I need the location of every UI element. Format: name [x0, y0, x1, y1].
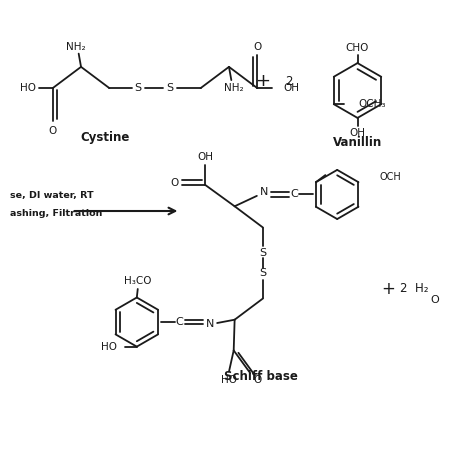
Text: S: S: [259, 247, 266, 257]
Text: H₃CO: H₃CO: [124, 276, 152, 286]
Text: S: S: [259, 268, 266, 278]
Text: O: O: [430, 295, 439, 305]
Text: OH: OH: [197, 152, 213, 162]
Text: O: O: [171, 178, 179, 188]
Text: +: +: [255, 72, 271, 90]
Text: Schiff base: Schiff base: [224, 370, 298, 383]
Text: Vanillin: Vanillin: [333, 136, 382, 149]
Text: OCH₃: OCH₃: [358, 99, 386, 109]
Text: OH: OH: [349, 128, 365, 138]
Text: N: N: [260, 187, 268, 197]
Text: se, DI water, RT: se, DI water, RT: [10, 191, 94, 201]
Text: NH₂: NH₂: [66, 42, 86, 52]
Text: OCH: OCH: [380, 172, 401, 182]
Text: Cystine: Cystine: [80, 131, 129, 144]
Text: CHO: CHO: [346, 43, 369, 53]
Text: HO: HO: [101, 342, 117, 352]
Text: ashing, Filtration: ashing, Filtration: [10, 209, 102, 218]
Text: C: C: [291, 190, 299, 200]
Text: HO: HO: [221, 375, 237, 385]
Text: O: O: [48, 126, 57, 136]
Text: NH₂: NH₂: [224, 83, 244, 93]
Text: OH: OH: [283, 83, 299, 93]
Text: O: O: [253, 42, 262, 52]
Text: N: N: [206, 319, 214, 329]
Text: C: C: [175, 317, 183, 327]
Text: 2  H₂: 2 H₂: [400, 283, 428, 295]
Text: +: +: [381, 280, 395, 298]
Text: HO: HO: [20, 83, 36, 93]
Text: S: S: [134, 83, 141, 93]
Text: S: S: [166, 83, 173, 93]
Text: O: O: [253, 375, 262, 385]
Text: 2: 2: [285, 74, 293, 88]
